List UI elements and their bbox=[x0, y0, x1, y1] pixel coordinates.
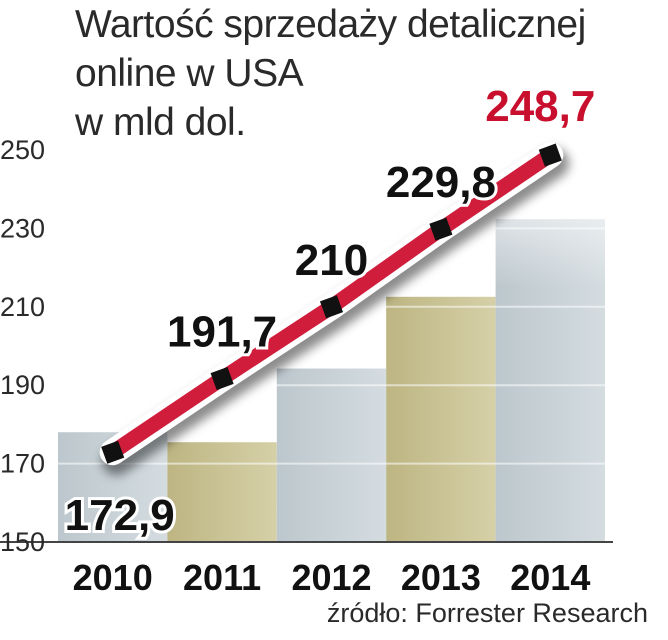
title-line-1: Wartość sprzedaży detalicznej bbox=[75, 3, 586, 46]
band-fade bbox=[58, 150, 605, 542]
x-tick-label: 2013 bbox=[401, 557, 481, 598]
y-tick-label: 210 bbox=[0, 292, 45, 322]
x-tick-label: 2014 bbox=[510, 557, 590, 598]
data-point-2011 bbox=[210, 367, 234, 391]
y-tick-label: 170 bbox=[0, 449, 45, 479]
x-tick-label: 2012 bbox=[291, 557, 371, 598]
y-tick-label: 150 bbox=[0, 527, 45, 557]
data-label-2012: 210 bbox=[295, 236, 368, 285]
data-point-2010 bbox=[101, 440, 125, 464]
y-axis-ticks: 250 230 210 190 170 150 bbox=[0, 135, 45, 557]
title-line-3: w mld dol. bbox=[75, 101, 246, 144]
x-tick-label: 2011 bbox=[183, 557, 261, 598]
data-point-2013 bbox=[429, 217, 453, 241]
data-label-2013: 229,8 bbox=[386, 158, 496, 207]
data-point-2012 bbox=[319, 295, 344, 319]
title-line-2: online w USA bbox=[75, 52, 304, 95]
series-line bbox=[99, 142, 570, 476]
x-tick-label: 2010 bbox=[73, 557, 153, 598]
chart-title: Wartość sprzedaży detalicznej online w U… bbox=[75, 0, 586, 147]
data-labels: 172,9 191,7 210 229,8 248,7 bbox=[62, 79, 599, 543]
y-tick-label: 250 bbox=[0, 135, 45, 165]
x-axis-ticks: 2010 2011 2012 2013 2014 bbox=[73, 557, 591, 598]
data-point-2014 bbox=[538, 143, 562, 167]
background-bands bbox=[58, 150, 605, 542]
source-note: źródło: Forrester Research bbox=[326, 598, 648, 628]
data-label-2011: 191,7 bbox=[167, 308, 277, 357]
y-tick-label: 190 bbox=[0, 370, 45, 400]
y-tick-label: 230 bbox=[0, 213, 45, 243]
data-label-2014: 248,7 bbox=[485, 82, 595, 131]
data-label-2010: 172,9 bbox=[65, 491, 175, 540]
